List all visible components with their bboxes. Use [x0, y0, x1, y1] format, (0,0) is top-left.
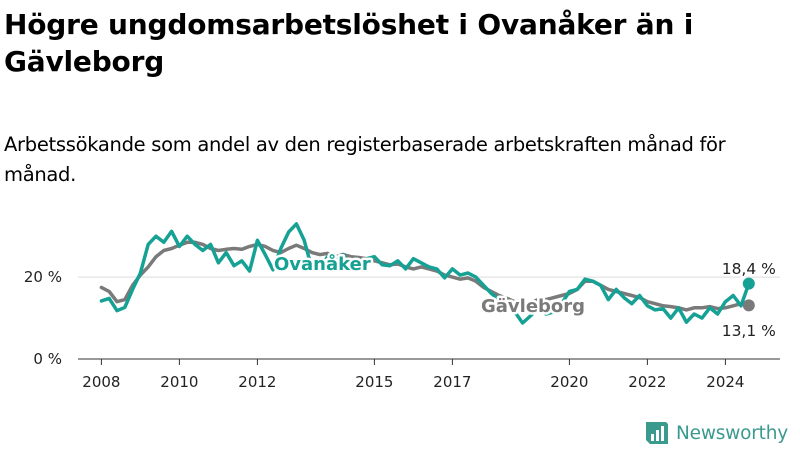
grid-lines	[78, 276, 780, 360]
x-tick-label: 2017	[433, 373, 471, 391]
series-label-ovanaker: Ovanåker	[274, 253, 371, 275]
y-tick-label: 20 %	[24, 268, 62, 286]
x-tick-label: 2015	[355, 373, 393, 391]
end-point-ovanaker	[742, 277, 755, 290]
x-tick-label: 2008	[82, 373, 120, 391]
x-tick-label: 2012	[238, 373, 276, 391]
series-label-gavleborg: Gävleborg	[481, 296, 585, 317]
end-value-gavleborg: 13,1 %	[722, 322, 776, 340]
end-point-gavleborg	[742, 299, 755, 312]
y-tick-label: 0 %	[33, 350, 62, 368]
end-value-ovanaker-halo: 18,4 %	[722, 260, 776, 278]
y-axis: 0 % 20 %	[24, 268, 62, 368]
chart-subtitle: Arbetssökande som andel av den registerb…	[4, 133, 726, 186]
x-tick-label: 2024	[706, 373, 744, 391]
chart-title: Högre ungdomsarbetslöshet i Ovanåker än …	[4, 8, 694, 78]
newsworthy-logo: Newsworthy	[644, 418, 788, 448]
end-value-gavleborg-halo: 13,1 %	[722, 322, 776, 340]
series-line-gavleborg	[99, 240, 751, 312]
x-tick-label: 2022	[628, 373, 666, 391]
x-tick-label: 2010	[160, 373, 198, 391]
series-label-ovanaker-halo: Ovanåker	[274, 253, 371, 275]
series-line-ovanaker	[99, 222, 751, 325]
x-axis: 2008 2010 2012 2015 2017 2020 2022 2024	[82, 359, 744, 391]
series-label-gavleborg-halo: Gävleborg	[481, 296, 585, 317]
brand-name: Newsworthy	[676, 422, 788, 444]
bar-chart-icon	[646, 422, 668, 444]
end-value-ovanaker: 18,4 %	[722, 260, 776, 278]
x-tick-label: 2020	[550, 373, 588, 391]
series-lines	[99, 222, 755, 325]
